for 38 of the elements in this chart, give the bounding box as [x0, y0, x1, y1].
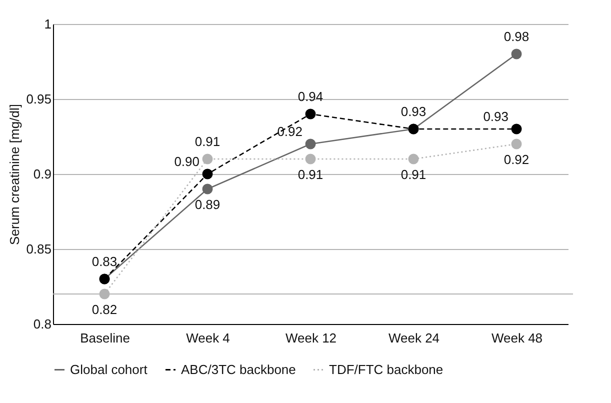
y-tick-label: 0.8: [33, 316, 52, 332]
data-label: 0.90: [174, 154, 200, 169]
point: [511, 48, 522, 60]
y-tick-label: 0.85: [26, 242, 52, 256]
x-tick-label: Week 48: [491, 330, 543, 346]
data-label: 0.94: [298, 89, 324, 104]
legend-label: TDF/FTC backbone: [329, 362, 444, 377]
data-label: 0.92: [277, 124, 302, 139]
data-label: 0.92: [504, 152, 530, 167]
y-tick-label: 1: [44, 16, 52, 32]
data-label: 0.83: [92, 254, 118, 269]
data-label: 0.91: [298, 167, 324, 182]
y-axis-title: Serum creatinine [mg/dl]: [7, 104, 22, 245]
x-tick-label: Week 24: [388, 330, 440, 346]
y-tick-label: 0.95: [26, 92, 52, 106]
data-label: 0.98: [504, 29, 530, 44]
point: [202, 184, 213, 194]
x-tick-label: Baseline: [80, 330, 130, 346]
point: [511, 138, 522, 150]
data-label: 0.93: [483, 109, 508, 124]
x-tick-label: Week 12: [285, 330, 337, 346]
data-label: 0.93: [400, 104, 426, 119]
point: [305, 138, 316, 150]
data-label: 0.89: [194, 197, 220, 212]
legend-label: ABC/3TC backbone: [181, 362, 296, 377]
point: [511, 124, 522, 134]
point: [202, 168, 213, 180]
x-tick-label: Week 4: [186, 330, 230, 346]
point: [202, 154, 213, 164]
data-label: 0.91: [400, 167, 426, 182]
legend-label: Global cohort: [70, 362, 148, 377]
data-label: 0.91: [194, 134, 220, 149]
y-tick-label: 0.9: [33, 166, 52, 182]
data-label: 0.82: [92, 302, 118, 317]
point: [305, 154, 316, 164]
point: [408, 154, 419, 164]
point: [305, 108, 316, 120]
point: [99, 288, 110, 300]
